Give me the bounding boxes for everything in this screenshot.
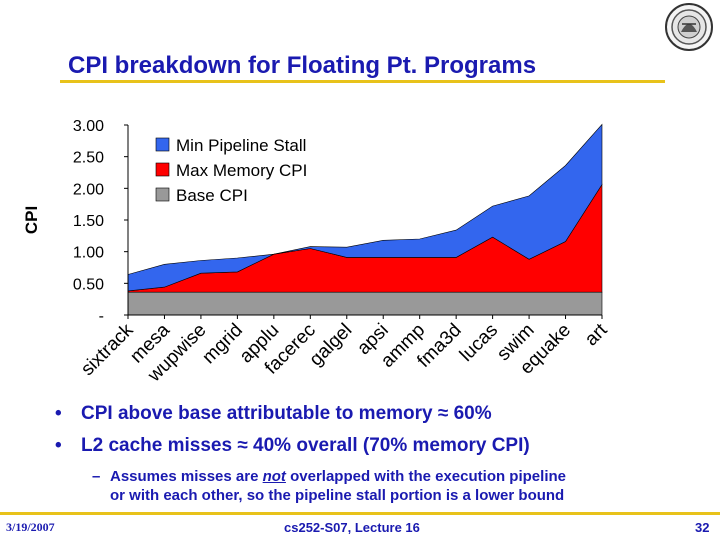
- emphasis-not: not: [262, 468, 286, 485]
- page-number: 32: [695, 520, 710, 535]
- bullet-dot-icon: •: [55, 403, 62, 424]
- x-tick-label: lucas: [456, 320, 502, 366]
- x-tick-label: galgel: [306, 320, 357, 371]
- x-tick-label: mgrid: [198, 320, 246, 368]
- y-tick-label: 1.00: [73, 245, 104, 262]
- y-tick-label: 2.50: [73, 150, 104, 167]
- bullet-list: • CPI above base attributable to memory …: [55, 400, 530, 464]
- bullet-text: L2 cache misses ≈ 40% overall (70% memor…: [81, 435, 530, 456]
- title-divider: [60, 80, 665, 83]
- legend-box: [148, 130, 336, 212]
- area-min-pipeline-stall: [127, 123, 603, 292]
- x-axis: sixtrackmesawupwisemgridapplufacerecgalg…: [77, 314, 612, 387]
- sub-bullet-line-2: or with each other, so the pipeline stal…: [110, 487, 565, 504]
- footer-course: cs252-S07, Lecture 16: [284, 520, 420, 535]
- y-tick-label: 0.50: [73, 276, 104, 293]
- plot-area: [127, 123, 603, 316]
- y-tick-label: 1.50: [73, 213, 104, 230]
- y-tick-label: 3.00: [73, 118, 104, 135]
- x-tick-label: art: [581, 319, 612, 350]
- y-tick-label: -: [99, 308, 104, 325]
- sub-bullet-text: Assumes misses are: [110, 468, 263, 485]
- bullet-text: CPI above base attributable to memory ≈ …: [81, 403, 492, 424]
- sub-bullet: – Assumes misses are not overlapped with…: [92, 467, 566, 505]
- legend-label: Base CPI: [176, 186, 248, 205]
- y-tick-label: 2.00: [73, 181, 104, 198]
- sub-bullet-text: overlapped with the execution pipeline: [285, 468, 566, 485]
- sub-bullet-line-1: Assumes misses are not overlapped with t…: [92, 467, 566, 486]
- slide-title: CPI breakdown for Floating Pt. Programs: [68, 52, 537, 79]
- university-seal-icon: [665, 3, 713, 51]
- bullet-dot-icon: •: [55, 435, 62, 456]
- legend-swatch: [155, 187, 170, 202]
- sub-bullet-dash: –: [92, 468, 101, 485]
- y-axis-label: CPI: [22, 206, 41, 234]
- legend-swatch: [155, 162, 170, 177]
- legend-swatch: [155, 137, 170, 152]
- legend-label: Max Memory CPI: [176, 161, 307, 180]
- legend-label: Min Pipeline Stall: [176, 136, 306, 155]
- legend: Min Pipeline Stall Max Memory CPI Base CPI: [148, 130, 336, 212]
- y-axis: - 0.50 1.00 1.50 2.00 2.50 3.00: [73, 118, 129, 325]
- footer-divider: [0, 512, 720, 515]
- bullet-item: • CPI above base attributable to memory …: [55, 400, 530, 432]
- bullet-item: • L2 cache misses ≈ 40% overall (70% mem…: [55, 432, 530, 464]
- footer-date: 3/19/2007: [6, 520, 55, 534]
- cpi-area-chart: - 0.50 1.00 1.50 2.00 2.50 3.00 sixtrackmesawu…: [22, 118, 612, 387]
- area-base-cpi: [127, 291, 603, 316]
